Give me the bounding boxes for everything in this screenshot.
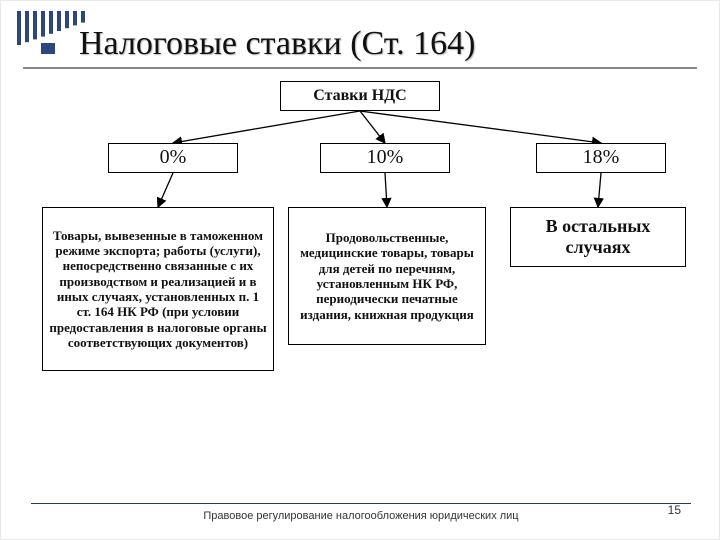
node-r10: 10%: [320, 143, 450, 173]
node-d18: В остальных случаях: [510, 207, 686, 267]
page-number: 15: [668, 503, 681, 517]
node-label: Товары, вывезенные в таможенном режиме э…: [43, 225, 273, 354]
node-label: 0%: [109, 143, 237, 173]
diagram-area: Ставки НДС 0% 10% 18% Товары, вывезенные в т…: [30, 81, 690, 441]
node-r18: 18%: [536, 143, 666, 173]
node-label: В остальных случаях: [511, 213, 685, 261]
node-label: 10%: [321, 143, 449, 173]
footer-rule: [31, 503, 691, 504]
footer-text: Правовое регулирование налогообложения ю…: [1, 510, 720, 523]
node-label: Продовольственные, медицинские товары, т…: [289, 227, 485, 325]
slide-title: Налоговые ставки (Ст. 164): [79, 25, 697, 63]
footer: Правовое регулирование налогообложения ю…: [1, 503, 720, 523]
node-r0: 0%: [108, 143, 238, 173]
node-root: Ставки НДС: [280, 81, 440, 111]
slide: Налоговые ставки (Ст. 164) Ставки НДС 0% 1…: [0, 0, 720, 540]
node-label: Ставки НДС: [281, 84, 439, 109]
node-label: 18%: [537, 143, 665, 173]
node-d0: Товары, вывезенные в таможенном режиме э…: [42, 207, 274, 371]
node-d10: Продовольственные, медицинские товары, т…: [288, 207, 486, 345]
title-underline: [23, 67, 697, 69]
